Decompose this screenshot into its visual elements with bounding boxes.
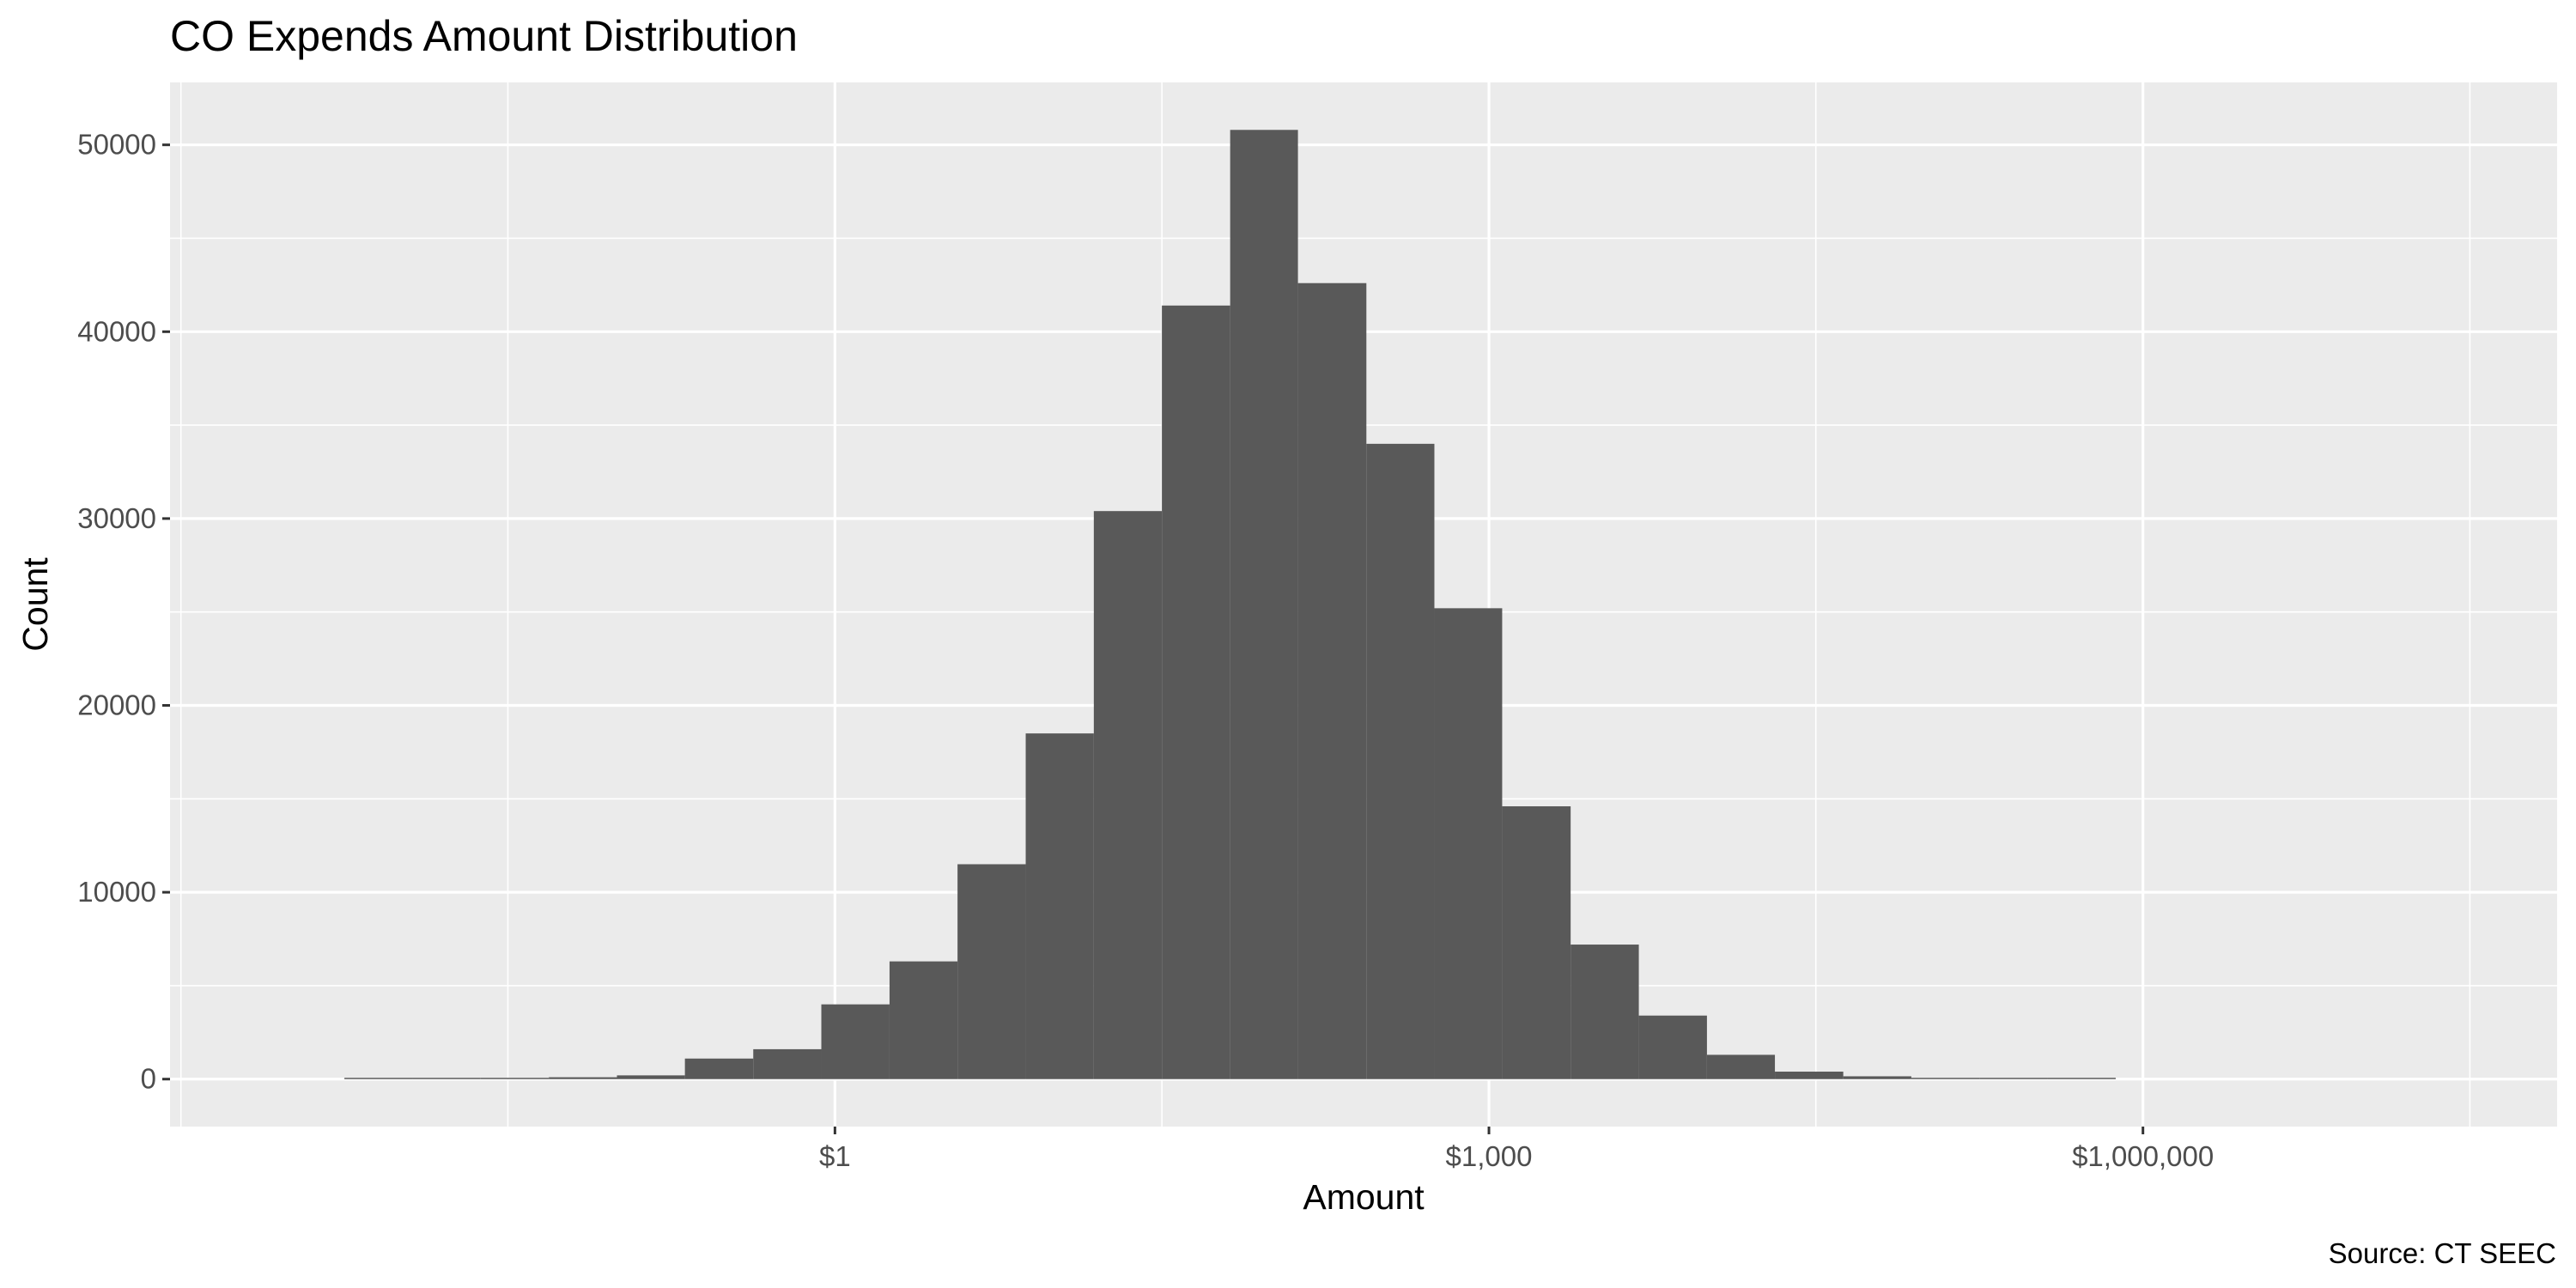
histogram-bar — [1638, 1015, 1707, 1079]
histogram-bar — [1911, 1078, 1980, 1079]
histogram-bar — [889, 961, 958, 1079]
histogram-bar — [2047, 1078, 2116, 1079]
histogram-bar — [1843, 1076, 1911, 1079]
y-tick-label: 50000 — [77, 129, 156, 161]
y-axis: 0 10000 20000 30000 40000 50000 — [77, 129, 170, 1095]
histogram-bar — [480, 1078, 550, 1079]
y-tick-label: 20000 — [77, 690, 156, 721]
histogram-bar — [1093, 511, 1163, 1079]
histogram-bar — [821, 1004, 890, 1079]
histogram-bar — [617, 1075, 685, 1079]
histogram-bar — [1297, 283, 1367, 1079]
x-axis: $1 $1,000 $1,000,000 — [819, 1127, 2214, 1172]
histogram-bar — [1706, 1054, 1776, 1079]
histogram-bars — [344, 130, 2116, 1079]
x-tick-label: $1,000 — [1446, 1140, 1533, 1172]
y-tick-label: 40000 — [77, 315, 156, 347]
histogram-bar — [1230, 130, 1298, 1079]
histogram-bar — [957, 864, 1026, 1079]
histogram-bar — [1025, 733, 1094, 1079]
histogram-bar — [1502, 806, 1571, 1079]
histogram-bar — [344, 1078, 413, 1079]
x-axis-title: Amount — [1303, 1177, 1425, 1217]
x-tick-label: $1,000,000 — [2072, 1140, 2214, 1172]
histogram-bar — [1775, 1072, 1844, 1079]
chart-title: CO Expends Amount Distribution — [170, 12, 798, 60]
histogram-bar — [1366, 443, 1435, 1079]
histogram-bar — [412, 1078, 481, 1079]
histogram-bar — [753, 1048, 822, 1079]
histogram-bar — [1571, 945, 1639, 1079]
y-axis-title: Count — [15, 557, 55, 652]
y-tick-label: 0 — [141, 1063, 156, 1095]
y-tick-label: 30000 — [77, 502, 156, 534]
y-tick-label: 10000 — [77, 876, 156, 908]
histogram-bar — [684, 1058, 754, 1079]
chart-caption: Source: CT SEEC — [2329, 1237, 2556, 1269]
histogram-bar — [1434, 608, 1503, 1079]
x-tick-label: $1 — [819, 1140, 851, 1172]
histogram-bar — [1979, 1078, 2048, 1079]
histogram-bar — [549, 1077, 617, 1079]
histogram-bar — [1162, 305, 1230, 1079]
